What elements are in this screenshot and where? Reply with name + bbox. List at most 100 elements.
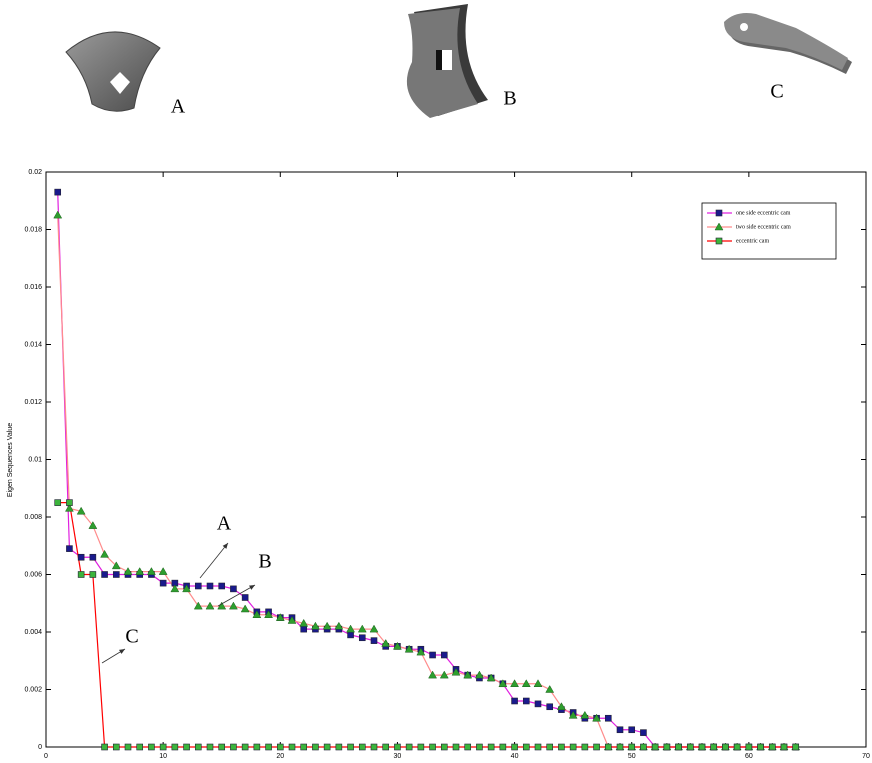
legend-label: two side eccentric cam [736,224,791,230]
marker [406,744,412,750]
y-tick-label: 0.014 [24,341,42,348]
series-line [58,503,796,747]
marker [699,744,705,750]
marker [230,586,236,592]
marker [418,744,424,750]
marker [676,744,682,750]
annotation-arrow [102,649,125,663]
marker [66,546,72,552]
marker [734,744,740,750]
marker [394,744,400,750]
marker [769,744,775,750]
x-tick-label: 30 [394,753,402,760]
annotation-arrow [200,543,228,578]
marker [324,744,330,750]
marker [359,635,365,641]
marker [453,744,459,750]
marker [547,704,553,710]
marker [383,744,389,750]
marker [664,744,670,750]
marker [113,572,119,578]
y-axis-label: Eigen Sequences Value [7,423,14,497]
marker [711,744,717,750]
marker [716,210,722,216]
marker [640,744,646,750]
part-label: B [503,88,516,110]
part-a-image [66,32,160,111]
marker [78,554,84,560]
marker [500,744,506,750]
marker [160,744,166,750]
marker [312,744,318,750]
marker [758,744,764,750]
marker [512,698,518,704]
marker [617,727,623,733]
y-tick-label: 0.02 [28,169,42,176]
plot-area: 0 0.002 0.004 0.006 0.008 0.01 0.012 0.014 0.016… [24,169,870,760]
marker [523,698,529,704]
marker [184,744,190,750]
marker [66,500,72,506]
marker [746,744,752,750]
x-tick-label: 20 [276,753,284,760]
y-tick-label: 0.016 [24,284,42,291]
marker [137,744,143,750]
marker [781,744,787,750]
y-tick-label: 0.004 [24,629,42,636]
marker [716,238,722,244]
y-tick-label: 0.006 [24,571,42,578]
marker [570,744,576,750]
y-tick-label: 0.008 [24,514,42,521]
x-tick-label: 10 [159,753,167,760]
marker [359,744,365,750]
marker [652,744,658,750]
marker [54,211,62,218]
marker [546,686,554,693]
annotation: C [125,626,138,648]
marker [277,744,283,750]
marker [371,638,377,644]
marker [160,580,166,586]
marker [547,744,553,750]
legend: one side eccentric cam two side eccentric… [702,203,836,259]
marker [793,744,799,750]
marker [289,744,295,750]
marker [266,744,272,750]
marker [336,744,342,750]
marker [582,744,588,750]
marker [629,744,635,750]
marker [90,554,96,560]
y-tick-label: 0.012 [24,399,42,406]
marker [148,744,154,750]
x-tick-label: 40 [511,753,519,760]
marker [348,632,354,638]
part-c-image [724,13,852,74]
marker [476,744,482,750]
marker [617,744,623,750]
legend-label: eccentric cam [736,238,769,244]
legend-label: one side eccentric cam [736,210,791,216]
part-label: C [770,81,783,103]
marker [55,189,61,195]
marker [605,744,611,750]
marker [441,652,447,658]
marker [102,572,108,578]
marker [207,583,213,589]
marker [90,572,96,578]
y-tick-label: 0.01 [28,456,42,463]
y-tick-label: 0.002 [24,686,42,693]
marker [254,744,260,750]
marker [219,744,225,750]
marker [242,595,248,601]
marker [113,744,119,750]
marker [441,744,447,750]
marker [301,626,307,632]
marker [465,744,471,750]
marker [125,744,131,750]
marker [219,583,225,589]
x-tick-label: 0 [44,753,48,760]
series-line [58,215,796,747]
x-tick-label: 50 [628,753,636,760]
marker [629,727,635,733]
marker [242,744,248,750]
